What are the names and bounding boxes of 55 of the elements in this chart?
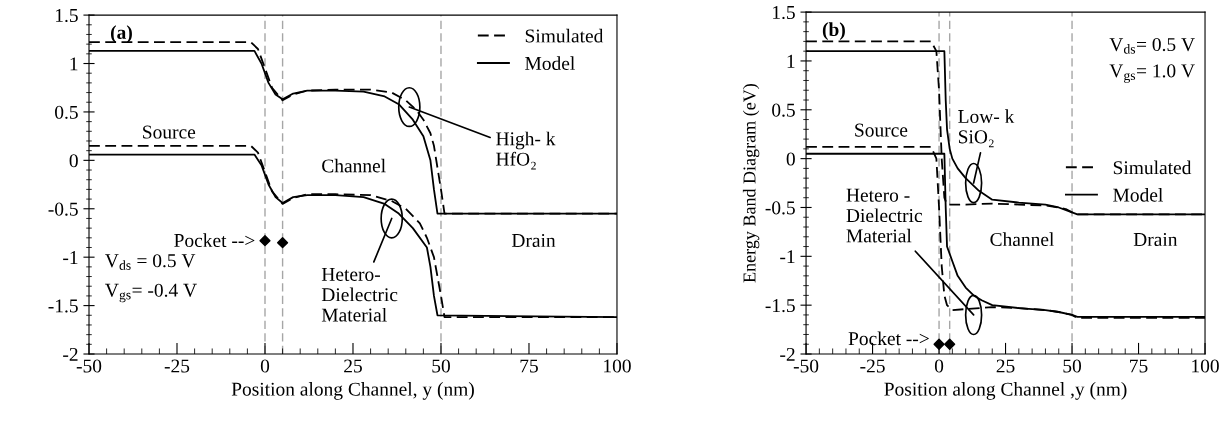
x-tick-label: 100 [1192, 359, 1219, 373]
annotation: Pocket --> [174, 233, 255, 248]
y-axis-title: Energy Band Diagram (eV) [742, 83, 760, 283]
y-tick-label: 1 [787, 54, 795, 68]
x-tick-label: 75 [520, 359, 538, 373]
x-tick-label: -50 [793, 359, 819, 373]
x-tick-label: -50 [76, 359, 102, 373]
x-tick-label: 0 [260, 359, 270, 373]
annotation: Source [855, 123, 908, 137]
x-axis-title: Position along Channel, y (nm) [231, 382, 474, 400]
x-tick-label: -25 [164, 359, 190, 373]
x-tick-label: 50 [1063, 359, 1082, 373]
annotation: Hetero- Dielectric Material [321, 268, 398, 322]
y-tick-label: 0.5 [55, 105, 78, 119]
y-tick-label: 1 [70, 57, 78, 71]
annotation: Pocket --> [848, 331, 929, 346]
x-tick-label: 75 [1130, 359, 1148, 373]
annotation: Drain [1133, 232, 1178, 247]
x-axis-title: Position along Channel ,y (nm) [884, 382, 1127, 400]
legend-label: Model [525, 56, 575, 70]
x-tick-label: 50 [432, 359, 450, 373]
x-tick-label: 100 [604, 359, 631, 373]
annotation: V$_{gs}$= -0.4 V [105, 283, 197, 303]
annotation: Hetero - Dielectric Material [846, 188, 923, 243]
x-tick-label: 25 [344, 359, 362, 373]
legend-label: Simulated [525, 28, 604, 43]
annotation: Drain [511, 233, 556, 248]
annotation: V$_{ds}$= 0.5 V [1109, 37, 1195, 54]
y-tick-label: 1.5 [773, 6, 795, 20]
y-tick-label: -1.5 [765, 299, 795, 313]
x-tick-label: 0 [934, 359, 944, 373]
y-tick-label: -2 [63, 347, 78, 361]
annotation: V$_{ds}$ = 0.5 V [105, 254, 196, 270]
legend-label: Model [1113, 188, 1163, 202]
y-tick-label: -0.5 [765, 201, 795, 215]
y-tick-label: 0 [786, 152, 795, 166]
annotation: High- k HfO₂ [496, 131, 556, 170]
annotation: Channel [990, 232, 1054, 247]
y-tick-label: 1.5 [55, 9, 78, 23]
y-tick-label: -0.5 [48, 202, 78, 216]
annotation: Source [143, 125, 196, 139]
y-tick-label: 0.5 [772, 103, 795, 117]
y-tick-label: -1 [63, 251, 78, 264]
chart-title: (b) [822, 22, 845, 40]
x-tick-label: 25 [996, 359, 1015, 373]
y-tick-label: 0 [69, 154, 78, 168]
y-tick-label: -1 [780, 250, 795, 264]
y-tick-label: -2 [780, 347, 795, 361]
chart-title: (a) [110, 25, 132, 43]
x-tick-label: -25 [860, 359, 885, 373]
legend-label: Simulated [1113, 160, 1192, 175]
y-tick-label: -1.5 [48, 299, 78, 313]
annotation: Low- k SiO₂ [958, 109, 1015, 148]
annotation: Channel [322, 158, 386, 173]
annotation: V$_{gs}$= 1.0 V [1109, 64, 1195, 83]
